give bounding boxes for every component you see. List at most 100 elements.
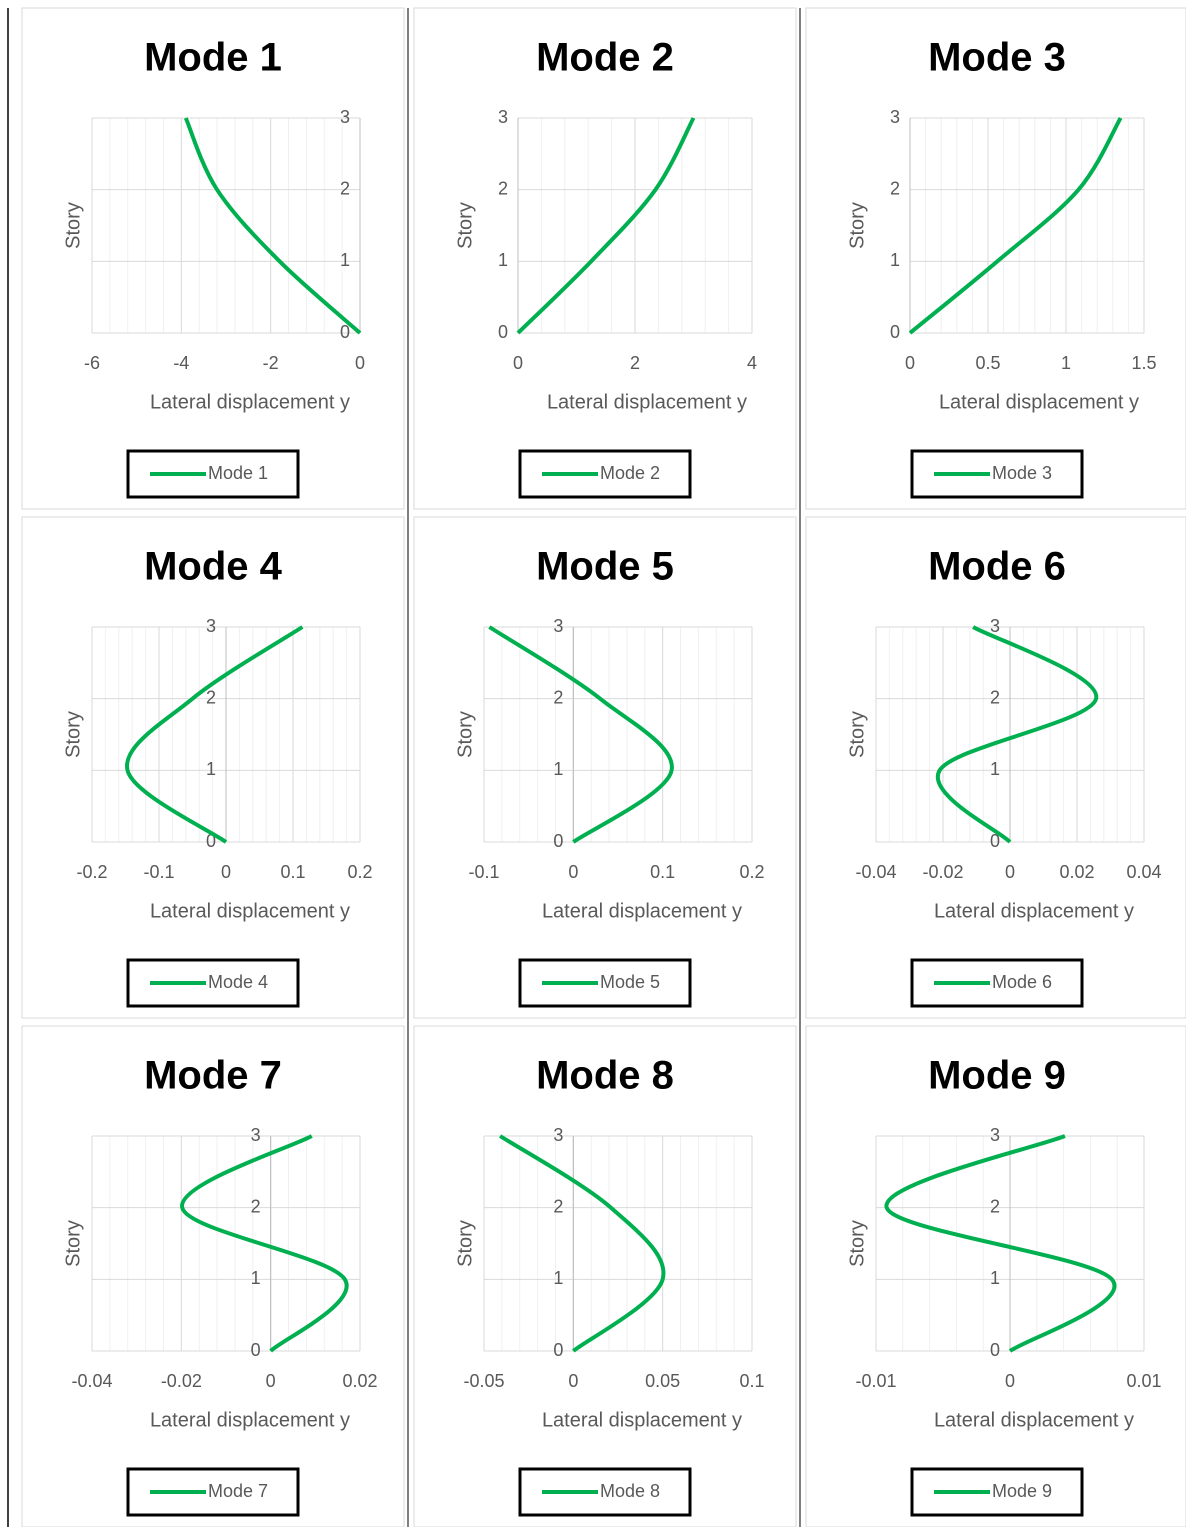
y-tick-label: 3 <box>990 616 1000 636</box>
chart-area <box>413 7 797 510</box>
y-tick-label: 3 <box>206 616 216 636</box>
legend-label: Mode 4 <box>208 972 268 992</box>
x-tick-label: 0 <box>266 1371 276 1391</box>
chart-title: Mode 5 <box>536 545 674 589</box>
y-axis-label: Story <box>846 711 868 758</box>
chart-area <box>805 516 1186 1019</box>
y-tick-label: 0 <box>251 1340 261 1360</box>
chart: Mode 4 -0.2 -0.1 0 0.1 0.2 0 1 2 3 Lateral displac… <box>21 516 405 1019</box>
x-tick-label: -0.05 <box>463 1371 504 1391</box>
data-line <box>935 625 1099 844</box>
y-tick-label: 1 <box>251 1268 261 1288</box>
chart-area <box>805 7 1186 510</box>
y-tick-label: 0 <box>890 322 900 342</box>
y-tick-label: 1 <box>890 250 900 270</box>
legend-label: Mode 8 <box>600 1481 660 1501</box>
x-axis-label: Lateral displacement y <box>542 900 742 922</box>
y-tick-label: 2 <box>553 687 563 707</box>
chart-title: Mode 4 <box>144 545 283 589</box>
y-tick-label: 0 <box>990 831 1000 851</box>
y-tick-label: 1 <box>553 1268 563 1288</box>
x-axis-label: Lateral displacement y <box>547 391 747 413</box>
y-axis-label: Story <box>62 1220 84 1267</box>
y-tick-label: 3 <box>890 107 900 127</box>
legend-box <box>126 958 300 1008</box>
x-tick-label: 0.1 <box>650 862 675 882</box>
x-tick-label: -0.02 <box>922 862 963 882</box>
y-tick-label: 1 <box>498 250 508 270</box>
x-tick-label: 0.05 <box>645 1371 680 1391</box>
data-line <box>498 1134 666 1353</box>
legend-label: Mode 6 <box>992 972 1052 992</box>
chart: Mode 2 0 2 4 0 1 2 3 Lateral displacement y Story… <box>413 7 797 510</box>
x-tick-label: 0 <box>568 862 578 882</box>
x-tick-label: -0.1 <box>468 862 499 882</box>
y-tick-label: 2 <box>990 687 1000 707</box>
chart: Mode 6 -0.04 -0.02 0 0.02 0.04 0 1 2 3 Lateral dis… <box>805 516 1186 1019</box>
x-tick-label: 0.02 <box>342 1371 377 1391</box>
y-tick-label: 1 <box>553 759 563 779</box>
legend-label: Mode 3 <box>992 463 1052 483</box>
x-tick-label: 0.1 <box>739 1371 764 1391</box>
y-tick-label: 2 <box>251 1196 261 1216</box>
x-tick-label: 0.2 <box>739 862 764 882</box>
y-tick-label: 2 <box>990 1196 1000 1216</box>
chart-area <box>21 7 405 510</box>
y-axis-label: Story <box>846 202 868 249</box>
x-axis-label: Lateral displacement y <box>934 900 1134 922</box>
y-tick-label: 0 <box>340 322 350 342</box>
data-line <box>183 117 362 335</box>
y-tick-label: 0 <box>553 831 563 851</box>
chart: Mode 1 -6 -4 -2 00 1 2 3 Lateral displacement y S… <box>21 7 405 510</box>
y-tick-label: 3 <box>553 616 563 636</box>
x-tick-label: 0 <box>905 353 915 373</box>
chart-area <box>805 1025 1186 1527</box>
y-tick-label: 2 <box>553 1196 563 1216</box>
chart-title: Mode 8 <box>536 1054 674 1098</box>
chart-title: Mode 6 <box>928 545 1066 589</box>
chart: Mode 7 -0.04 -0.02 0 0.02 0 1 2 3 Lateral displac… <box>21 1025 405 1527</box>
x-tick-label: 0.5 <box>975 353 1000 373</box>
chart: Mode 8 -0.05 0 0.05 0.1 0 1 2 3 Lateral displacem… <box>413 1025 797 1527</box>
x-tick-label: 1.5 <box>1131 353 1156 373</box>
x-axis-label: Lateral displacement y <box>150 1409 350 1431</box>
x-axis-label: Lateral displacement y <box>939 391 1139 413</box>
legend-label: Mode 5 <box>600 972 660 992</box>
y-tick-label: 1 <box>990 1268 1000 1288</box>
chart: Mode 9 -0.01 0 0.01 0 1 2 3 Lateral displacement… <box>805 1025 1186 1527</box>
x-tick-label: 0.2 <box>347 862 372 882</box>
x-tick-label: 0 <box>513 353 523 373</box>
y-tick-label: 3 <box>251 1125 261 1145</box>
x-tick-label: -6 <box>84 353 100 373</box>
x-tick-label: 0.04 <box>1126 862 1161 882</box>
x-tick-label: 0.1 <box>280 862 305 882</box>
chart: Mode 3 0 0.5 1 1.5 0 1 2 3 Lateral displacement y… <box>805 7 1186 510</box>
x-tick-label: 0.01 <box>1126 1371 1161 1391</box>
y-axis-label: Story <box>62 202 84 249</box>
y-tick-label: 3 <box>553 1125 563 1145</box>
x-tick-label: 1 <box>1061 353 1071 373</box>
data-line <box>488 625 674 844</box>
x-tick-label: 0 <box>355 353 365 373</box>
y-axis-label: Story <box>846 1220 868 1267</box>
y-axis-label: Story <box>454 202 476 249</box>
legend-label: Mode 2 <box>600 463 660 483</box>
x-tick-label: -2 <box>263 353 279 373</box>
x-tick-label: -0.04 <box>71 1371 112 1391</box>
y-tick-label: 3 <box>498 107 508 127</box>
y-tick-label: 3 <box>340 107 350 127</box>
y-tick-label: 0 <box>553 1340 563 1360</box>
y-tick-label: 1 <box>340 250 350 270</box>
x-axis-label: Lateral displacement y <box>150 900 350 922</box>
legend-box <box>518 958 692 1008</box>
x-axis-label: Lateral displacement y <box>150 391 350 413</box>
x-tick-label: 2 <box>630 353 640 373</box>
data-line <box>180 1134 349 1353</box>
y-tick-label: 0 <box>206 831 216 851</box>
chart-area <box>21 1025 405 1527</box>
x-tick-label: -0.04 <box>855 862 896 882</box>
y-tick-label: 2 <box>498 178 508 198</box>
y-tick-label: 2 <box>206 687 216 707</box>
x-tick-label: -0.01 <box>855 1371 896 1391</box>
